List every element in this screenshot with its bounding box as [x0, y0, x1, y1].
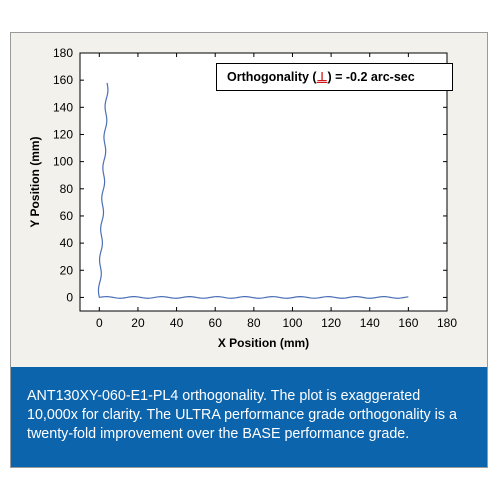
x-tick-label: 40	[170, 316, 184, 330]
orthogonality-trace	[97, 82, 409, 299]
y-axis-title: Y Position (mm)	[28, 136, 42, 227]
chart-area: 0 20 40 60 80 100 120 140 160 180 0 20 40 60 80 100 120 1…	[11, 33, 487, 367]
x-tick-label: 160	[398, 316, 418, 330]
x-axis-title: X Position (mm)	[218, 336, 309, 350]
caption-text: ANT130XY-060-E1-PL4 orthogonality. The p…	[27, 388, 457, 442]
y-tick-label: 160	[53, 73, 73, 87]
y-tick-label: 140	[53, 100, 73, 114]
y-tick-label: 180	[53, 46, 73, 60]
y-tick-label: 120	[53, 127, 73, 141]
y-tick-label: 80	[60, 182, 74, 196]
x-tick-label: 60	[209, 316, 223, 330]
y-tick-label: 60	[60, 209, 74, 223]
y-tick-label: 20	[60, 263, 74, 277]
orthogonality-chart: 0 20 40 60 80 100 120 140 160 180 0 20 40 60 80 100 120 1…	[28, 46, 457, 350]
orthogonality-annotation: Orthogonality (⊥) = -0.2 arc-sec	[216, 63, 453, 91]
x-tick-label: 20	[131, 316, 145, 330]
x-tick-label: 0	[96, 316, 103, 330]
plot-background	[79, 52, 448, 312]
perpendicular-symbol: ⊥	[316, 70, 328, 84]
x-tick-label: 140	[360, 316, 380, 330]
caption-box: ANT130XY-060-E1-PL4 orthogonality. The p…	[11, 367, 487, 467]
annotation-suffix: ) = -0.2 arc-sec	[327, 70, 415, 84]
annotation-prefix: Orthogonality (	[227, 70, 317, 84]
y-tick-label: 100	[53, 155, 73, 169]
x-tick-label: 120	[321, 316, 341, 330]
y-tick-label: 40	[60, 236, 74, 250]
x-tick-label: 80	[247, 316, 261, 330]
x-tick-label: 180	[437, 316, 457, 330]
x-tick-label: 100	[282, 316, 302, 330]
figure-frame: 0 20 40 60 80 100 120 140 160 180 0 20 40 60 80 100 120 1…	[10, 32, 488, 468]
y-tick-label: 0	[66, 290, 73, 304]
